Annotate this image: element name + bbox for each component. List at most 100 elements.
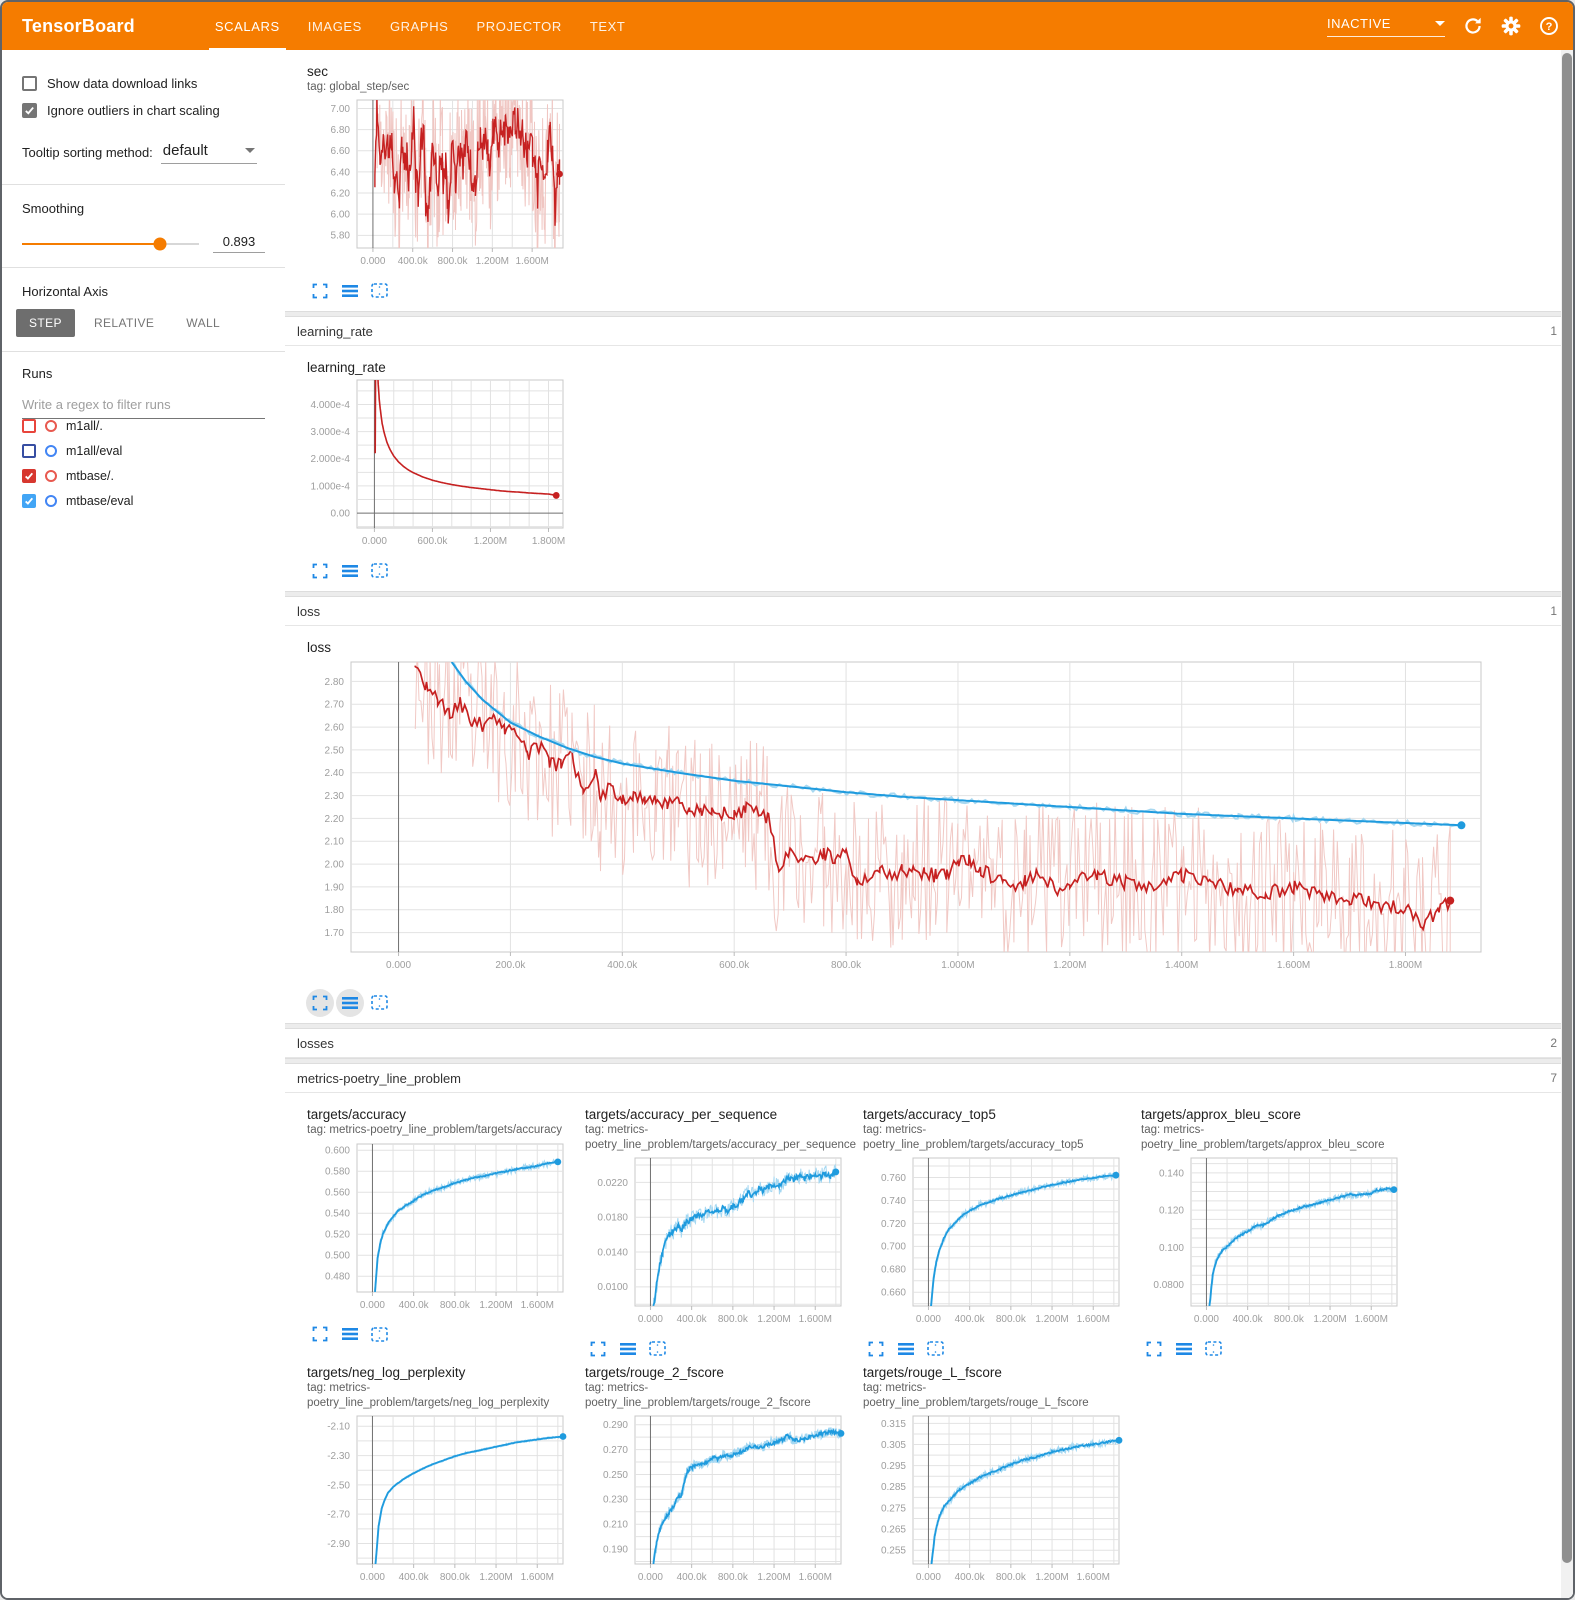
fit-domain-icon[interactable]: [1205, 1340, 1222, 1357]
svg-text:1.200M: 1.200M: [476, 256, 509, 267]
svg-text:0.210: 0.210: [603, 1519, 628, 1530]
fullscreen-icon[interactable]: [589, 1340, 606, 1357]
data-series-icon[interactable]: [341, 282, 358, 299]
chart-plot[interactable]: 0.0800 0.100 0.120 0.140 0.000 400.0k 800.0k 1.…: [1139, 1154, 1405, 1332]
chart-title: loss: [307, 640, 332, 656]
fullscreen-icon[interactable]: [1145, 1340, 1162, 1357]
run-color-circle[interactable]: [45, 445, 57, 457]
svg-text:2.00: 2.00: [325, 860, 345, 871]
run-label: m1all/eval: [66, 444, 123, 458]
checkbox-ignore-outliers[interactable]: Ignore outliers in chart scaling: [22, 103, 265, 118]
svg-text:0.760: 0.760: [881, 1173, 906, 1184]
fit-domain-icon[interactable]: [371, 562, 388, 579]
tooltip-sorting-dropdown[interactable]: default: [160, 140, 257, 164]
run-checkbox[interactable]: [22, 419, 36, 433]
fullscreen-icon[interactable]: [311, 1326, 328, 1343]
svg-text:1.600M: 1.600M: [1077, 1314, 1110, 1325]
runs-filter-input[interactable]: [22, 393, 265, 419]
slider-thumb[interactable]: [153, 237, 167, 250]
chart-plot-container: 0.660 0.680 0.700 0.720 0.740 0.760 0.000 400.0…: [861, 1154, 1133, 1337]
svg-text:0.000: 0.000: [360, 1300, 385, 1311]
fit-domain-icon[interactable]: [371, 994, 388, 1011]
charts-area: sec tag: global_step/sec 5.80 6.00 6.20 6.40 6…: [285, 50, 1573, 1598]
axis-button-step[interactable]: STEP: [16, 309, 75, 337]
section-header-loss[interactable]: loss 1: [285, 597, 1573, 627]
chart-plot[interactable]: 1.70 1.80 1.90 2.00 2.10 2.20 2.30 2.40 2.50 2.60…: [305, 656, 1497, 986]
svg-text:0.000: 0.000: [638, 1572, 663, 1583]
chart-plot[interactable]: 0.660 0.680 0.700 0.720 0.740 0.760 0.000 400.0…: [861, 1154, 1127, 1332]
run-checkbox[interactable]: [22, 469, 36, 483]
fit-domain-icon[interactable]: [927, 1340, 944, 1357]
scrollbar-thumb[interactable]: [1562, 53, 1572, 1563]
svg-text:6.20: 6.20: [331, 189, 351, 200]
checkbox-show-download-links[interactable]: Show data download links: [22, 76, 265, 91]
svg-text:0.680: 0.680: [881, 1265, 906, 1276]
chart-card: targets/rouge_2_fscore tag: metrics-poetr…: [583, 1363, 855, 1598]
tab-scalars[interactable]: SCALARS: [201, 2, 294, 50]
run-color-circle[interactable]: [45, 495, 57, 507]
svg-text:800.0k: 800.0k: [831, 960, 862, 971]
chart-plot[interactable]: 0.190 0.210 0.230 0.250 0.270 0.290 0.000 400.0…: [583, 1412, 849, 1590]
chart-plot[interactable]: 0.480 0.500 0.520 0.540 0.560 0.580 0.600 0.000…: [305, 1140, 571, 1318]
chart-plot[interactable]: 0.255 0.265 0.275 0.285 0.295 0.305 0.315 0.000…: [861, 1412, 1127, 1590]
tooltip-sorting-label: Tooltip sorting method:: [22, 144, 153, 160]
run-color-circle[interactable]: [45, 420, 57, 432]
run-label: mtbase/eval: [66, 494, 134, 508]
fullscreen-icon[interactable]: [311, 562, 328, 579]
chart-plot[interactable]: 0.0100 0.0140 0.0180 0.0220 0.000 400.0k 800.0…: [583, 1154, 849, 1332]
svg-text:400.0k: 400.0k: [607, 960, 638, 971]
fit-domain-icon[interactable]: [371, 1326, 388, 1343]
chart-plot[interactable]: -2.90 -2.70 -2.50 -2.30 -2.10 0.000 400.0k 800.…: [305, 1412, 571, 1590]
svg-text:0.480: 0.480: [325, 1271, 350, 1282]
chart-title: learning_rate: [307, 360, 386, 376]
section-count: 7: [1550, 1071, 1557, 1086]
smoothing-value[interactable]: 0.893: [213, 234, 265, 253]
data-series-icon[interactable]: [619, 1340, 636, 1357]
chart-toolbar: [311, 1326, 577, 1343]
svg-text:0.0800: 0.0800: [1153, 1280, 1184, 1291]
fullscreen-icon[interactable]: [311, 994, 328, 1011]
chart-plot[interactable]: 0.00 1.000e-4 2.000e-4 3.000e-4 4.000e-4 0.00…: [305, 376, 571, 554]
axis-button-relative[interactable]: RELATIVE: [93, 316, 155, 330]
data-series-icon[interactable]: [1175, 1340, 1192, 1357]
tab-graphs[interactable]: GRAPHS: [389, 18, 449, 34]
section-header-losses[interactable]: losses 2: [285, 1029, 1573, 1059]
fullscreen-icon[interactable]: [867, 1340, 884, 1357]
fit-domain-icon[interactable]: [649, 1340, 666, 1357]
svg-text:800.0k: 800.0k: [996, 1314, 1027, 1325]
run-checkbox[interactable]: [22, 494, 36, 508]
chart-tag: tag: metrics-poetry_line_problem/targets…: [1141, 1124, 1385, 1151]
data-series-icon[interactable]: [341, 994, 358, 1011]
svg-text:2.70: 2.70: [325, 700, 345, 711]
help-icon[interactable]: ?: [1539, 16, 1559, 36]
run-row-m1all[interactable]: m1all/.: [22, 419, 265, 433]
run-row-m1all-eval[interactable]: m1all/eval: [22, 444, 265, 458]
tab-text[interactable]: TEXT: [589, 18, 626, 34]
sidebar: Show data download links Ignore outliers…: [2, 50, 285, 1598]
svg-text:1.200M: 1.200M: [757, 1572, 790, 1583]
data-series-icon[interactable]: [341, 1326, 358, 1343]
svg-text:7.00: 7.00: [331, 104, 351, 115]
fullscreen-icon[interactable]: [311, 282, 328, 299]
settings-gear-icon[interactable]: [1501, 16, 1521, 36]
data-series-icon[interactable]: [341, 562, 358, 579]
data-series-icon[interactable]: [897, 1340, 914, 1357]
svg-text:0.250: 0.250: [603, 1470, 628, 1481]
chart-plot[interactable]: 5.80 6.00 6.20 6.40 6.60 6.80 7.00 0.000 400.0k 8…: [305, 96, 571, 274]
run-row-mtbase-eval[interactable]: mtbase/eval: [22, 494, 265, 508]
refresh-icon[interactable]: [1463, 16, 1483, 36]
svg-text:0.000: 0.000: [1194, 1314, 1219, 1325]
section-header-metrics-poetry_line_problem[interactable]: metrics-poetry_line_problem 7: [285, 1064, 1573, 1094]
axis-button-wall[interactable]: WALL: [186, 316, 221, 330]
run-color-circle[interactable]: [45, 470, 57, 482]
tab-projector[interactable]: PROJECTOR: [476, 18, 562, 34]
section-header-learning_rate[interactable]: learning_rate 1: [285, 317, 1573, 347]
svg-text:0.000: 0.000: [638, 1314, 663, 1325]
status-dropdown[interactable]: INACTIVE: [1327, 16, 1445, 37]
run-row-mtbase[interactable]: mtbase/.: [22, 469, 265, 483]
smoothing-slider[interactable]: [22, 237, 199, 250]
run-checkbox[interactable]: [22, 444, 36, 458]
tab-images[interactable]: IMAGES: [307, 18, 362, 34]
chart-plot-container: 0.0800 0.100 0.120 0.140 0.000 400.0k 800.0k 1.…: [1139, 1154, 1411, 1337]
fit-domain-icon[interactable]: [371, 282, 388, 299]
